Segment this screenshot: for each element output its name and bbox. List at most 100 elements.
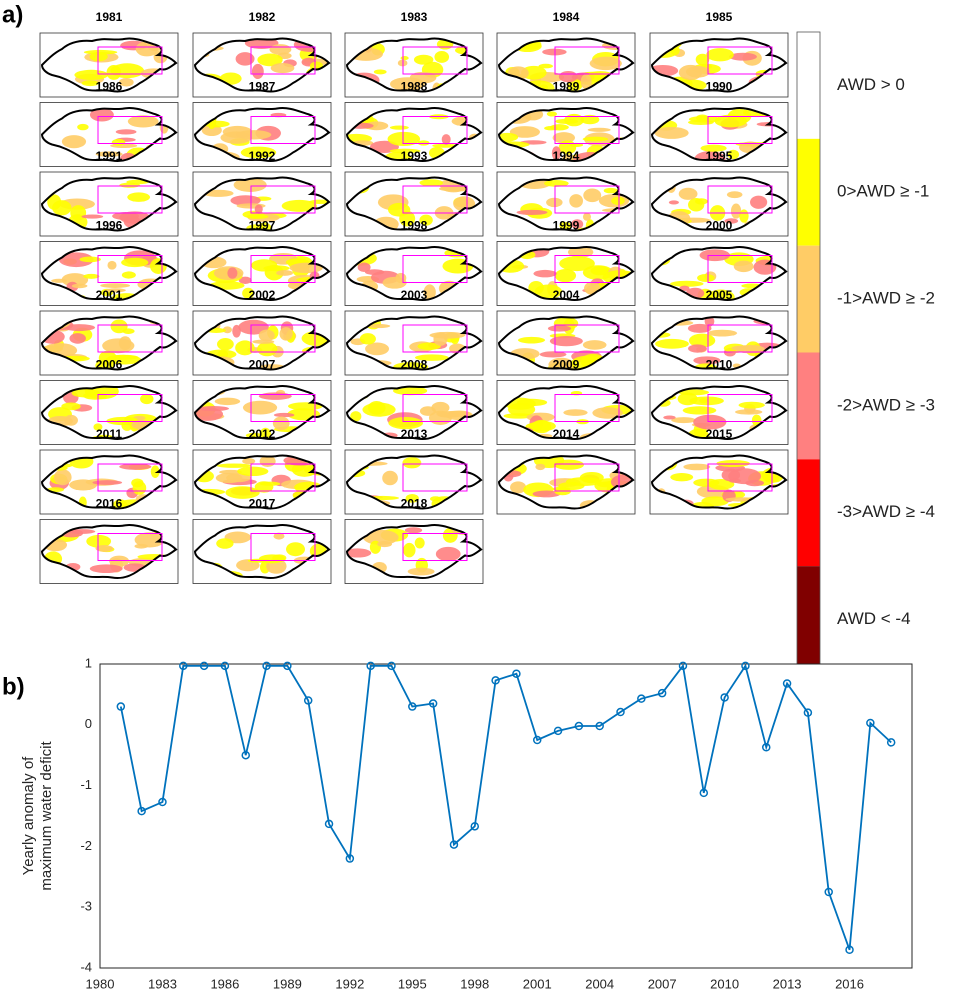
x-tick-label: 1983 bbox=[148, 976, 177, 991]
map-patch bbox=[242, 400, 278, 415]
map-patch bbox=[590, 266, 610, 276]
map-patch bbox=[678, 187, 698, 200]
map-patch bbox=[258, 392, 292, 400]
x-tick-label: 2007 bbox=[648, 976, 677, 991]
map bbox=[496, 102, 636, 167]
map-patch bbox=[389, 125, 409, 130]
map-patch bbox=[242, 287, 255, 299]
y-axis-label-line: Yearly anomaly of bbox=[20, 756, 37, 876]
legend-label: -2>AWD ≥ -3 bbox=[837, 395, 935, 414]
map-patch bbox=[134, 532, 165, 548]
map-patch bbox=[724, 218, 739, 224]
map-patch bbox=[140, 393, 154, 405]
map-patch bbox=[217, 338, 234, 351]
map-title: 1986 bbox=[96, 80, 123, 94]
map-title: 2015 bbox=[706, 427, 733, 441]
map-patch bbox=[571, 219, 584, 230]
point bbox=[241, 750, 250, 760]
map-patch bbox=[127, 192, 151, 202]
map-patch bbox=[388, 416, 423, 430]
map-patch bbox=[538, 63, 553, 69]
map-patch bbox=[559, 256, 595, 272]
point bbox=[345, 854, 355, 863]
map-patch bbox=[417, 342, 441, 351]
point bbox=[179, 661, 188, 671]
point bbox=[158, 797, 167, 807]
map-patch bbox=[216, 538, 234, 549]
map-patch bbox=[405, 493, 419, 503]
map-patch bbox=[688, 333, 716, 348]
map bbox=[344, 102, 484, 167]
map-patch bbox=[670, 472, 694, 482]
study-box bbox=[554, 255, 620, 283]
map-title: 2002 bbox=[249, 288, 276, 302]
map-patch bbox=[245, 432, 264, 439]
x-tick-label: 2004 bbox=[585, 976, 614, 991]
map-title: 2003 bbox=[401, 288, 428, 302]
map-patch bbox=[246, 214, 269, 219]
study-box bbox=[707, 46, 773, 75]
map-patch bbox=[693, 478, 720, 487]
map-patch bbox=[258, 554, 286, 564]
panel-label: a) bbox=[2, 1, 23, 28]
map-title: 1985 bbox=[706, 10, 733, 24]
point bbox=[678, 661, 688, 671]
map-patch bbox=[700, 144, 727, 152]
map bbox=[649, 380, 789, 445]
map-patch bbox=[106, 65, 122, 80]
map-patch bbox=[238, 319, 269, 335]
map-patch bbox=[279, 327, 293, 341]
map-patch bbox=[61, 135, 87, 149]
map-patch bbox=[364, 269, 385, 275]
study-box bbox=[250, 394, 316, 422]
map-patch bbox=[750, 195, 768, 209]
map-patch bbox=[226, 473, 251, 483]
point bbox=[137, 806, 146, 816]
study-box bbox=[707, 185, 773, 214]
map bbox=[496, 449, 636, 515]
map-patch bbox=[582, 340, 607, 350]
map-title: 2000 bbox=[706, 219, 733, 233]
map bbox=[39, 102, 179, 167]
map bbox=[344, 241, 484, 306]
map-title: 1989 bbox=[553, 80, 580, 94]
map-patch bbox=[63, 324, 96, 332]
map-patch bbox=[567, 247, 594, 258]
y-tick-label: -2 bbox=[80, 838, 92, 853]
map-title: 2017 bbox=[249, 497, 276, 511]
y-axis-label-line: maximum water deficit bbox=[38, 741, 55, 891]
map bbox=[496, 241, 636, 306]
map-patch bbox=[95, 151, 123, 157]
map bbox=[39, 310, 179, 376]
map-patch bbox=[364, 121, 389, 131]
map-patch bbox=[751, 414, 762, 426]
map-patch bbox=[259, 427, 271, 440]
map-patch bbox=[257, 53, 283, 67]
map-patch bbox=[230, 195, 261, 206]
map-patch bbox=[387, 131, 421, 147]
map-patch bbox=[273, 532, 285, 540]
map-patch bbox=[417, 140, 430, 146]
map-patch bbox=[93, 423, 103, 431]
map-patch bbox=[105, 288, 126, 293]
map-title: 1993 bbox=[401, 149, 428, 163]
study-box bbox=[250, 324, 316, 353]
point bbox=[803, 708, 813, 717]
map-title: 1992 bbox=[249, 149, 276, 163]
map-patch bbox=[51, 278, 67, 283]
map-patch bbox=[257, 341, 278, 357]
study-box bbox=[250, 255, 316, 283]
colorbar-swatch bbox=[797, 32, 820, 139]
y-tick-label: -4 bbox=[80, 959, 92, 974]
map-patch bbox=[233, 177, 267, 192]
study-box bbox=[707, 255, 773, 283]
point bbox=[449, 840, 459, 849]
map-patch bbox=[582, 136, 609, 142]
map-patch bbox=[235, 52, 255, 66]
map-patch bbox=[216, 463, 252, 468]
map-patch bbox=[554, 268, 577, 283]
map-patch bbox=[565, 477, 602, 486]
map-patch bbox=[687, 323, 712, 333]
map-patch bbox=[582, 212, 591, 221]
map-patch bbox=[83, 273, 100, 279]
